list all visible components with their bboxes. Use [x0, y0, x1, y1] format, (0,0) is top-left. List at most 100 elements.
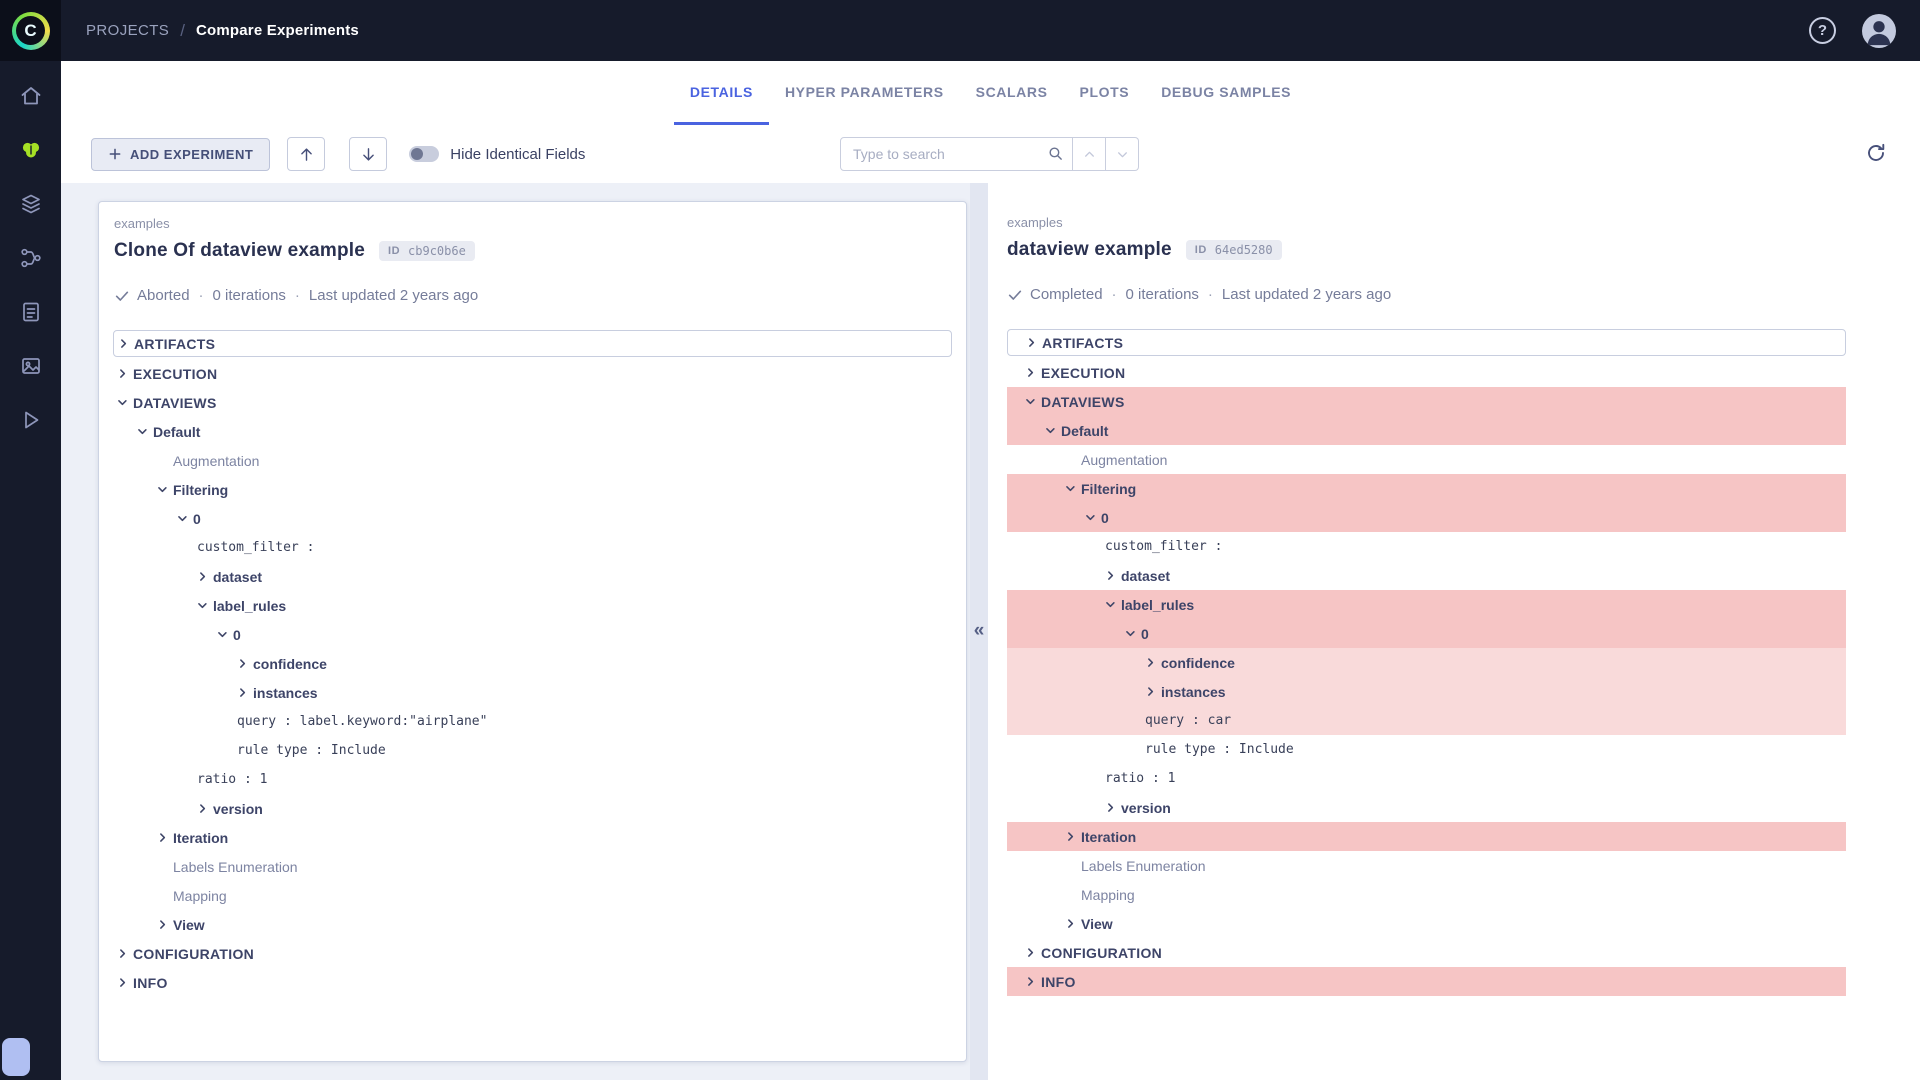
projects-icon[interactable]: [18, 137, 44, 163]
tree-node-0[interactable]: 0: [99, 620, 966, 649]
tree-node-filtering[interactable]: Filtering: [1007, 474, 1846, 503]
tab-plots[interactable]: PLOTS: [1064, 61, 1146, 125]
find-previous-button[interactable]: [1073, 137, 1106, 171]
chevron-down-icon[interactable]: [137, 426, 153, 437]
project-name: examples: [114, 216, 951, 231]
tree-node-info[interactable]: INFO: [1007, 967, 1846, 996]
tree-node-0[interactable]: 0: [99, 504, 966, 533]
tree-node-instances[interactable]: instances: [99, 678, 966, 707]
tab-scalars[interactable]: SCALARS: [960, 61, 1064, 125]
tree-node-info[interactable]: INFO: [99, 968, 966, 997]
tree-node-dataset[interactable]: dataset: [99, 562, 966, 591]
chevron-down-icon[interactable]: [1125, 628, 1141, 639]
chevron-right-icon[interactable]: [118, 338, 134, 349]
collapse-panel-handle[interactable]: «: [974, 621, 985, 640]
prev-diff-button[interactable]: [287, 137, 325, 171]
chevron-down-icon[interactable]: [157, 484, 173, 495]
chevron-right-icon[interactable]: [1065, 831, 1081, 842]
tree-node-label: label_rules: [1121, 597, 1194, 613]
chevron-down-icon[interactable]: [1025, 396, 1041, 407]
next-diff-button[interactable]: [349, 137, 387, 171]
tree-node-iteration[interactable]: Iteration: [1007, 822, 1846, 851]
chevron-right-icon[interactable]: [197, 571, 213, 582]
chevron-down-icon[interactable]: [1105, 599, 1121, 610]
tree-node-label-rules[interactable]: label_rules: [1007, 590, 1846, 619]
find-next-button[interactable]: [1106, 137, 1139, 171]
tree-node-version[interactable]: version: [1007, 793, 1846, 822]
tree-node-configuration[interactable]: CONFIGURATION: [1007, 938, 1846, 967]
hide-identical-label: Hide Identical Fields: [450, 146, 585, 163]
tree-node-0[interactable]: 0: [1007, 503, 1846, 532]
tree-node-0[interactable]: 0: [1007, 619, 1846, 648]
chevron-down-icon[interactable]: [177, 513, 193, 524]
breadcrumb-projects-link[interactable]: PROJECTS: [86, 22, 169, 39]
chevron-down-icon[interactable]: [1065, 483, 1081, 494]
tree-node-default[interactable]: Default: [99, 417, 966, 446]
tree-node-label-rules[interactable]: label_rules: [99, 591, 966, 620]
chevron-right-icon[interactable]: [157, 919, 173, 930]
tree-node-default[interactable]: Default: [1007, 416, 1846, 445]
tree-node-view[interactable]: View: [1007, 909, 1846, 938]
tree-node-confidence[interactable]: confidence: [99, 649, 966, 678]
search-input[interactable]: [840, 137, 1073, 171]
chevron-right-icon[interactable]: [1026, 337, 1042, 348]
chevron-right-icon[interactable]: [1025, 947, 1041, 958]
chevron-right-icon[interactable]: [1145, 657, 1161, 668]
tree-node-view[interactable]: View: [99, 910, 966, 939]
experiment-id-badge[interactable]: ID 64ed5280: [1186, 240, 1282, 260]
experiment-id-badge[interactable]: ID cb9c0b6e: [379, 241, 475, 261]
auto-refresh-icon[interactable]: [1864, 141, 1890, 167]
chevron-right-icon[interactable]: [1025, 976, 1041, 987]
tree-node-confidence[interactable]: confidence: [1007, 648, 1846, 677]
sidebar-bottom-handle[interactable]: [2, 1038, 30, 1076]
chevron-right-icon[interactable]: [1105, 802, 1121, 813]
tree-node-dataviews[interactable]: DATAVIEWS: [1007, 387, 1846, 416]
tab-hyper-parameters[interactable]: HYPER PARAMETERS: [769, 61, 960, 125]
chevron-right-icon[interactable]: [1065, 918, 1081, 929]
add-experiment-button[interactable]: ADD EXPERIMENT: [91, 138, 270, 171]
tree-node-execution[interactable]: EXECUTION: [1007, 358, 1846, 387]
pipelines-icon[interactable]: [18, 245, 44, 271]
tree-node-artifacts[interactable]: ARTIFACTS: [113, 330, 952, 357]
tree-node-filtering[interactable]: Filtering: [99, 475, 966, 504]
chevron-right-icon[interactable]: [1105, 570, 1121, 581]
reports-icon[interactable]: [18, 299, 44, 325]
user-avatar[interactable]: [1862, 14, 1896, 48]
chevron-down-icon[interactable]: [1045, 425, 1061, 436]
clearml-logo[interactable]: C: [0, 0, 61, 61]
chevron-right-icon[interactable]: [1025, 367, 1041, 378]
hyper-datasets-icon[interactable]: [18, 353, 44, 379]
help-icon[interactable]: ?: [1809, 17, 1836, 44]
datasets-icon[interactable]: [18, 191, 44, 217]
tree-node-iteration[interactable]: Iteration: [99, 823, 966, 852]
chevron-right-icon[interactable]: [237, 658, 253, 669]
tree-node-dataviews[interactable]: DATAVIEWS: [99, 388, 966, 417]
updated-text: Last updated 2 years ago: [1222, 286, 1391, 303]
chevron-down-icon[interactable]: [197, 600, 213, 611]
chevron-down-icon[interactable]: [1085, 512, 1101, 523]
chevron-right-icon[interactable]: [157, 832, 173, 843]
chevron-down-icon[interactable]: [117, 397, 133, 408]
panel-divider[interactable]: «: [970, 183, 988, 1080]
tree-node-execution[interactable]: EXECUTION: [99, 359, 966, 388]
tree-node-instances[interactable]: instances: [1007, 677, 1846, 706]
tree-node-configuration[interactable]: CONFIGURATION: [99, 939, 966, 968]
tree-node-dataset[interactable]: dataset: [1007, 561, 1846, 590]
hide-identical-toggle[interactable]: [409, 146, 439, 162]
tree-node-label: dataset: [213, 569, 262, 585]
chevron-right-icon[interactable]: [197, 803, 213, 814]
topbar: C PROJECTS / Compare Experiments ?: [0, 0, 1920, 61]
experiment-panel-left: examples Clone Of dataview example ID cb…: [98, 201, 967, 1062]
chevron-right-icon[interactable]: [117, 948, 133, 959]
chevron-right-icon[interactable]: [237, 687, 253, 698]
tab-debug-samples[interactable]: DEBUG SAMPLES: [1145, 61, 1307, 125]
tree-node-version[interactable]: version: [99, 794, 966, 823]
tab-details[interactable]: DETAILS: [674, 61, 769, 125]
chevron-right-icon[interactable]: [117, 977, 133, 988]
chevron-right-icon[interactable]: [117, 368, 133, 379]
chevron-down-icon[interactable]: [217, 629, 233, 640]
tree-node-artifacts[interactable]: ARTIFACTS: [1007, 329, 1846, 356]
home-icon[interactable]: [18, 83, 44, 109]
applications-icon[interactable]: [18, 407, 44, 433]
chevron-right-icon[interactable]: [1145, 686, 1161, 697]
